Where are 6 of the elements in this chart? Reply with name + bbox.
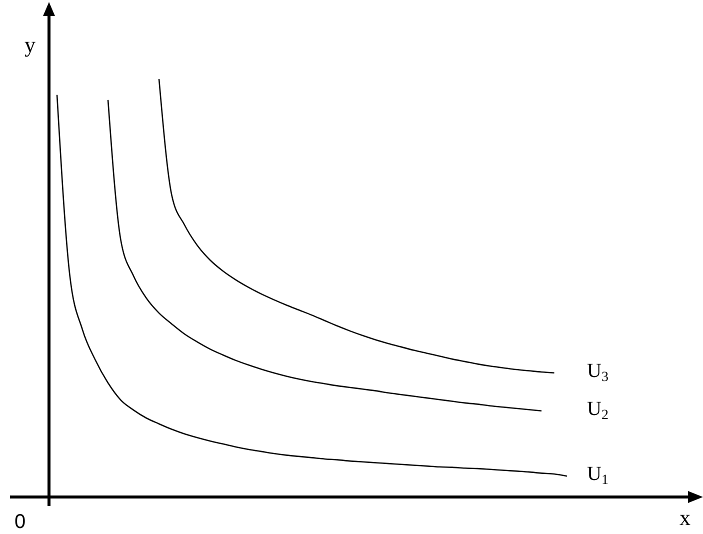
y-axis-title: y <box>24 32 36 57</box>
x-axis-title: x <box>680 505 690 530</box>
series-label: U$_{3}$ <box>587 360 608 386</box>
series-label: U$_{1}$ <box>587 463 608 488</box>
text: 0 <box>14 511 26 533</box>
text: U$_{2}$ <box>587 398 608 424</box>
